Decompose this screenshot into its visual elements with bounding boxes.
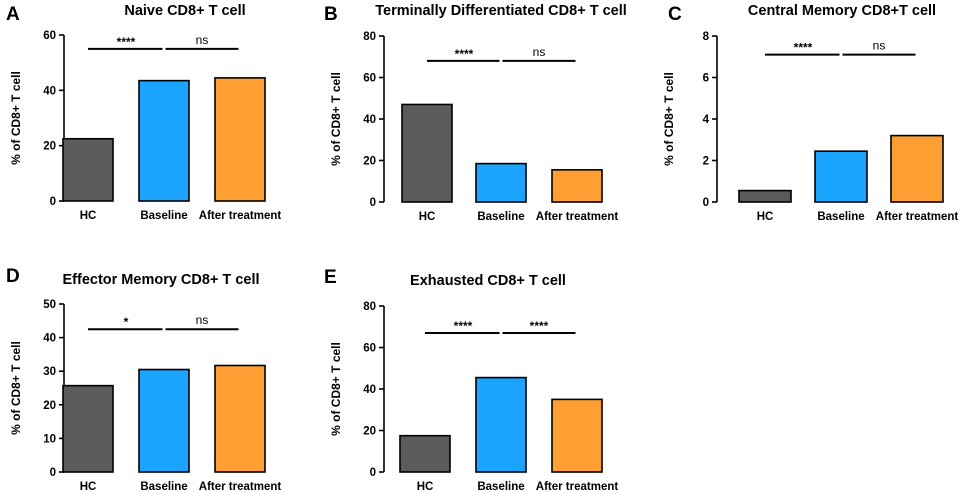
y-tick-label: 20 xyxy=(43,400,56,412)
y-tick-label: 20 xyxy=(43,141,56,153)
y-tick-label: 0 xyxy=(50,196,56,208)
x-tick-label: Baseline xyxy=(140,481,187,492)
significance-label: **** xyxy=(530,319,549,333)
chart-panel-a: A Naive CD8+ T cell % of CD8+ T cell 0 20 40 6… xyxy=(6,3,281,222)
y-tick-label: 50 xyxy=(43,299,56,311)
y-tick-label: 40 xyxy=(43,333,56,345)
y-tick-label: 40 xyxy=(43,85,56,97)
y-tick-label: 6 xyxy=(703,73,709,85)
x-tick-label: After treatment xyxy=(876,211,959,223)
x-tick-label: Baseline xyxy=(817,211,864,223)
chart-panel-c: C Central Memory CD8+T cell % of CD8+ T ce… xyxy=(662,3,958,223)
bar-baseline xyxy=(475,162,527,203)
bar-after-treatment xyxy=(214,77,266,202)
x-tick-label: HC xyxy=(419,211,436,223)
y-axis-label: % of CD8+ T cell xyxy=(9,341,23,435)
bar-baseline xyxy=(814,150,868,203)
y-tick-label: 60 xyxy=(363,73,376,85)
significance-label: ns xyxy=(873,39,886,53)
bar-baseline xyxy=(138,368,190,473)
bar-hc xyxy=(62,384,114,473)
y-tick-label: 0 xyxy=(50,467,56,479)
y-tick-label: 20 xyxy=(363,156,376,168)
chart-panel-d: D Effector Memory CD8+ T cell % of CD8+ T … xyxy=(6,266,281,492)
panel-letter: D xyxy=(6,266,20,287)
x-tick-label: After treatment xyxy=(536,481,619,492)
x-tick-label: Baseline xyxy=(477,481,524,492)
y-tick-label: 40 xyxy=(363,384,376,396)
significance-label: ns xyxy=(196,313,209,327)
chart-title: Effector Memory CD8+ T cell xyxy=(62,272,259,288)
bar-hc xyxy=(738,189,792,203)
chart-title: Terminally Differentiated CD8+ T cell xyxy=(375,3,627,19)
y-tick-label: 0 xyxy=(370,467,376,479)
bar-after-treatment xyxy=(890,134,944,203)
x-tick-label: Baseline xyxy=(477,211,524,223)
x-tick-label: After treatment xyxy=(199,481,282,492)
chart-title: Naive CD8+ T cell xyxy=(124,3,245,19)
chart-panel-e: E Exhausted CD8+ T cell % of CD8+ T cell 0 2… xyxy=(324,267,618,492)
bar-hc xyxy=(62,137,114,202)
x-tick-label: HC xyxy=(80,481,97,492)
bar-baseline xyxy=(475,376,527,473)
bar-after-treatment xyxy=(551,169,603,203)
x-tick-label: After treatment xyxy=(199,210,282,222)
chart-panel-b: B Terminally Differentiated CD8+ T cell % … xyxy=(324,3,627,223)
x-tick-label: Baseline xyxy=(140,210,187,222)
panel-letter: E xyxy=(324,267,337,288)
y-axis-label: % of CD8+ T cell xyxy=(329,72,343,166)
bar-hc xyxy=(399,434,451,473)
x-tick-label: HC xyxy=(417,481,434,492)
y-tick-label: 0 xyxy=(703,197,709,209)
y-tick-label: 80 xyxy=(363,31,376,43)
bar-hc xyxy=(401,103,453,203)
significance-label: **** xyxy=(455,47,474,61)
significance-label: **** xyxy=(117,35,136,49)
y-tick-label: 2 xyxy=(703,156,709,168)
significance-label: * xyxy=(124,315,129,329)
chart-title: Exhausted CD8+ T cell xyxy=(410,273,566,289)
y-axis-label: % of CD8+ T cell xyxy=(662,72,676,166)
chart-title: Central Memory CD8+T cell xyxy=(748,3,936,19)
significance-label: **** xyxy=(794,41,813,55)
significance-label: ns xyxy=(533,45,546,59)
y-tick-label: 60 xyxy=(43,30,56,42)
y-tick-label: 80 xyxy=(363,301,376,313)
x-tick-label: HC xyxy=(757,211,774,223)
y-tick-label: 4 xyxy=(703,114,710,126)
bar-after-treatment xyxy=(214,364,266,473)
significance-label: **** xyxy=(454,319,473,333)
y-axis-label: % of CD8+ T cell xyxy=(329,342,343,436)
significance-label: ns xyxy=(196,33,209,47)
y-tick-label: 0 xyxy=(370,197,376,209)
panel-letter: A xyxy=(6,4,20,25)
y-tick-label: 30 xyxy=(43,366,56,378)
y-tick-label: 10 xyxy=(43,433,56,445)
y-tick-label: 60 xyxy=(363,343,376,355)
bar-baseline xyxy=(138,79,190,202)
y-tick-label: 40 xyxy=(363,114,376,126)
bar-after-treatment xyxy=(551,398,603,473)
x-tick-label: HC xyxy=(80,210,97,222)
y-tick-label: 20 xyxy=(363,426,376,438)
panel-letter: C xyxy=(668,4,682,25)
y-tick-label: 8 xyxy=(703,31,710,43)
x-tick-label: After treatment xyxy=(536,211,619,223)
panel-letter: B xyxy=(324,4,338,25)
y-axis-label: % of CD8+ T cell xyxy=(9,71,23,165)
